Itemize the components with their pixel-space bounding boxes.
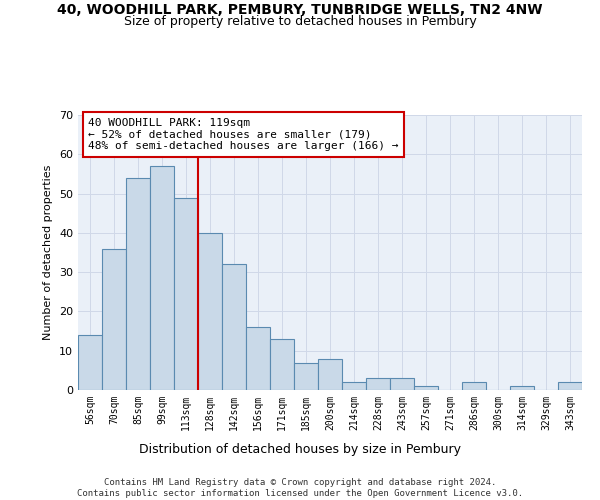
Bar: [150, 166, 174, 390]
Bar: [126, 178, 150, 390]
Text: 40 WOODHILL PARK: 119sqm
← 52% of detached houses are smaller (179)
48% of semi-: 40 WOODHILL PARK: 119sqm ← 52% of detach…: [88, 118, 398, 151]
Bar: [390, 378, 414, 390]
Bar: [174, 198, 198, 390]
Text: Contains HM Land Registry data © Crown copyright and database right 2024.
Contai: Contains HM Land Registry data © Crown c…: [77, 478, 523, 498]
Text: Size of property relative to detached houses in Pembury: Size of property relative to detached ho…: [124, 15, 476, 28]
Bar: [510, 386, 534, 390]
Bar: [222, 264, 246, 390]
Bar: [198, 233, 222, 390]
Y-axis label: Number of detached properties: Number of detached properties: [43, 165, 53, 340]
Bar: [414, 386, 438, 390]
Text: Distribution of detached houses by size in Pembury: Distribution of detached houses by size …: [139, 442, 461, 456]
Bar: [318, 358, 342, 390]
Bar: [558, 382, 582, 390]
Bar: [246, 327, 270, 390]
Bar: [342, 382, 366, 390]
Text: 40, WOODHILL PARK, PEMBURY, TUNBRIDGE WELLS, TN2 4NW: 40, WOODHILL PARK, PEMBURY, TUNBRIDGE WE…: [57, 2, 543, 16]
Bar: [366, 378, 390, 390]
Bar: [78, 335, 102, 390]
Bar: [270, 339, 294, 390]
Bar: [102, 248, 126, 390]
Bar: [462, 382, 486, 390]
Bar: [294, 362, 318, 390]
